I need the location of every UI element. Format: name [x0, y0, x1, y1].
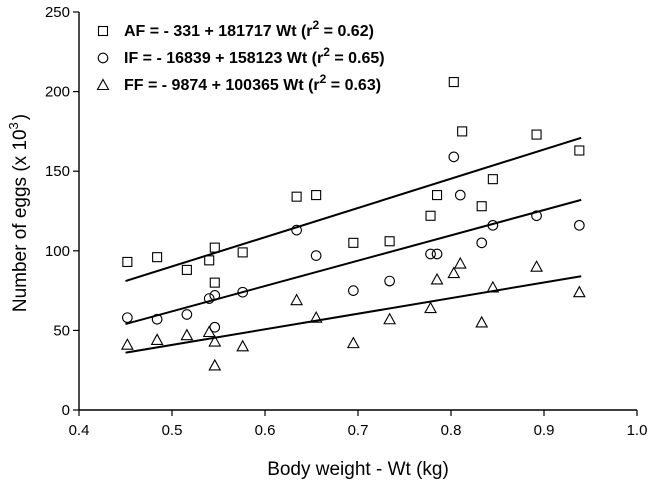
legend-label-sup: 2	[323, 45, 330, 59]
point-if	[487, 219, 499, 231]
point-af	[531, 129, 542, 140]
point-ff	[383, 312, 397, 325]
point-ff	[447, 266, 461, 279]
x-tick-label: 0.4	[69, 422, 90, 439]
y-tick-label: 200	[45, 84, 70, 101]
y-axis-title-close: )	[10, 114, 31, 120]
point-if	[425, 248, 436, 260]
axes	[78, 12, 637, 411]
point-ff	[453, 256, 467, 269]
point-af	[152, 252, 163, 263]
legend-label-close: = 0.62)	[319, 23, 374, 40]
x-tick-label: 0.9	[534, 422, 555, 439]
point-if	[237, 286, 249, 298]
point-ff	[486, 280, 500, 293]
legend-marker-ff	[96, 78, 110, 91]
point-af	[476, 201, 487, 212]
point-if	[431, 248, 443, 260]
point-af	[209, 242, 220, 253]
x-tick-label: 0.5	[162, 422, 183, 439]
point-ff	[208, 334, 222, 347]
x-tick-label: 1.0	[627, 422, 648, 439]
y-axis-title: Number of eggs (x 103)	[6, 114, 31, 312]
point-af	[204, 255, 215, 266]
point-af	[384, 236, 395, 247]
legend-label-close: = 0.65)	[330, 50, 385, 67]
point-ff	[180, 328, 194, 341]
legend-label-sup: 2	[313, 18, 320, 32]
point-af	[348, 237, 359, 248]
point-ff	[150, 333, 164, 346]
legend-label-close: = 0.63)	[326, 77, 381, 94]
regression-lines	[125, 136, 582, 354]
point-af	[457, 126, 468, 137]
point-if	[151, 313, 163, 325]
point-af	[487, 174, 498, 185]
point-ff	[424, 301, 437, 314]
point-af	[209, 277, 220, 288]
y-tick-label: 50	[53, 322, 70, 339]
point-af	[311, 190, 322, 201]
x-tick-label: 0.8	[441, 422, 462, 439]
point-ff	[236, 339, 250, 352]
point-if	[573, 219, 585, 231]
legend-label-af: AF = - 331 + 181717 Wt (r2 = 0.62)	[124, 18, 374, 40]
point-af	[237, 247, 248, 258]
x-tick-label: 0.7	[348, 422, 369, 439]
legend-marker-af	[97, 25, 109, 37]
point-ff	[530, 260, 543, 272]
point-af	[291, 191, 302, 202]
data-points	[120, 76, 586, 371]
legend: AF = - 331 + 181717 Wt (r2 = 0.62)IF = -…	[96, 18, 385, 94]
point-af	[431, 190, 443, 201]
point-if	[291, 224, 302, 236]
x-ticks: 0.4 0.5 0.6 0.7 0.8 0.9 1.0	[69, 410, 648, 439]
point-ff	[290, 293, 304, 306]
legend-label-main: AF = - 331 + 181717 Wt (r	[124, 23, 313, 40]
point-ff	[430, 272, 444, 285]
point-ff	[309, 311, 323, 323]
point-if	[181, 309, 193, 320]
y-axis-title-main: Number of eggs (x 10	[10, 129, 31, 312]
y-tick-label: 250	[45, 4, 70, 21]
point-ff	[208, 358, 222, 371]
point-af	[122, 256, 133, 267]
point-if	[310, 250, 322, 261]
x-tick-label: 0.6	[255, 422, 276, 439]
point-if	[384, 275, 395, 287]
point-ff	[202, 325, 216, 338]
point-if	[531, 210, 542, 222]
point-if	[454, 189, 466, 201]
point-ff	[572, 285, 586, 298]
point-af	[574, 145, 585, 156]
point-ff	[475, 315, 489, 328]
y-ticks: 0 50 100 150 200 250	[45, 4, 79, 419]
fit-line-af	[125, 136, 582, 283]
legend-label-main: FF = - 9874 + 100365 Wt (r	[124, 77, 320, 94]
y-tick-label: 0	[62, 402, 70, 419]
point-if	[476, 237, 488, 249]
point-af	[181, 264, 192, 275]
legend-label-sup: 2	[320, 72, 327, 86]
point-af	[448, 76, 459, 88]
point-if	[209, 290, 221, 301]
point-ff	[346, 336, 360, 349]
point-ff	[120, 338, 134, 350]
point-if	[348, 285, 359, 296]
y-tick-label: 100	[45, 243, 70, 260]
fit-line-ff	[125, 275, 582, 354]
x-axis-title: Body weight - Wt (kg)	[267, 459, 449, 480]
point-af	[425, 210, 436, 221]
point-if	[203, 293, 215, 304]
point-if	[122, 312, 133, 324]
legend-label-ff: FF = - 9874 + 100365 Wt (r2 = 0.63)	[124, 72, 381, 94]
point-if	[448, 151, 460, 163]
legend-label-main: IF = - 16839 + 158123 Wt (r	[124, 50, 323, 67]
legend-label-if: IF = - 16839 + 158123 Wt (r2 = 0.65)	[124, 45, 385, 67]
y-axis-title-sup: 3	[6, 122, 21, 129]
fit-line-if	[125, 198, 582, 325]
legend-marker-if	[97, 52, 109, 64]
y-tick-label: 150	[45, 163, 70, 180]
